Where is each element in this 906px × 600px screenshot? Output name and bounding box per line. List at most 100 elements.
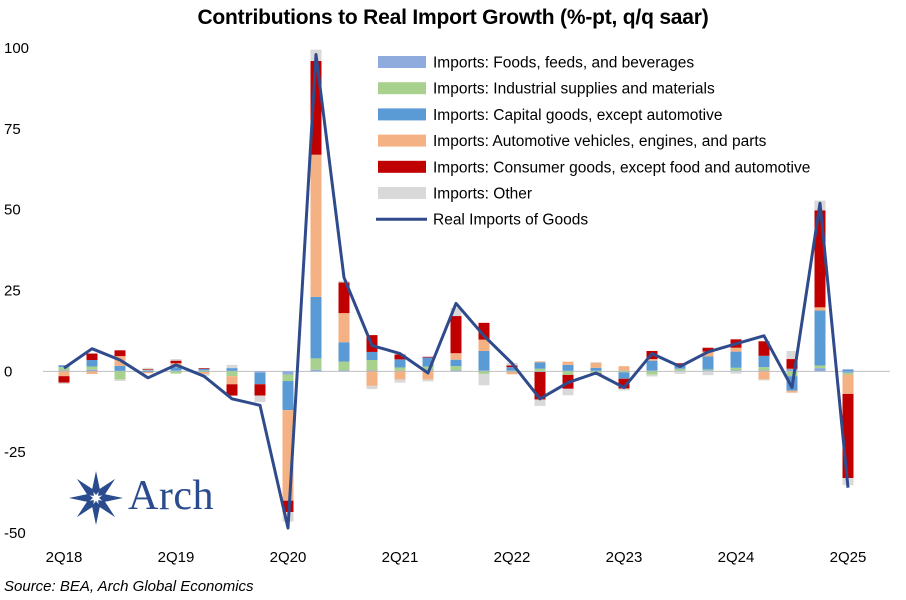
bar-segment	[506, 371, 518, 375]
y-tick-label: 0	[4, 363, 12, 380]
bar-segment	[338, 361, 350, 371]
chart-title: Contributions to Real Import Growth (%-p…	[197, 6, 709, 29]
bar-segment	[730, 371, 742, 374]
bar-segment	[562, 361, 574, 365]
bar-segment	[814, 307, 826, 311]
legend-label: Imports: Automotive vehicles, engines, a…	[433, 133, 767, 150]
bar-segment	[618, 372, 630, 379]
bar-segment	[842, 369, 854, 372]
bar-segment	[562, 388, 574, 396]
bar-segment	[58, 382, 70, 384]
bar-segment	[226, 368, 238, 371]
bar-segment	[702, 347, 714, 352]
bar-segment	[170, 359, 182, 361]
bar-segment	[786, 368, 798, 372]
bar-segment	[646, 370, 658, 372]
bar-segment	[478, 322, 490, 340]
x-tick-label: 2Q22	[494, 549, 531, 566]
bar-segment	[506, 365, 518, 368]
bar-segment	[534, 371, 546, 400]
bar-segment	[142, 367, 154, 370]
bar-segment	[674, 363, 686, 365]
bar-segment	[730, 347, 742, 352]
bar-segment	[394, 371, 406, 380]
bar-segment	[730, 367, 742, 371]
bar-segment	[422, 379, 434, 382]
bar-segment	[450, 370, 462, 372]
bar-segment	[730, 351, 742, 368]
bar-segment	[702, 351, 714, 357]
bar-segment	[338, 282, 350, 314]
y-tick-label: -50	[4, 525, 26, 542]
bar-segment	[254, 371, 266, 373]
bar-segment	[534, 362, 546, 369]
bar-segment	[226, 370, 238, 372]
legend: Imports: Foods, feeds, and beverages Impo…	[376, 55, 810, 229]
bar-segment	[422, 357, 434, 367]
bar-segment	[478, 370, 490, 372]
bar-segment	[590, 370, 602, 372]
source-note: Source: BEA, Arch Global Economics	[4, 578, 254, 595]
bar-segment	[758, 370, 770, 372]
bar-segment	[786, 350, 798, 360]
bar-segment	[170, 371, 182, 374]
bar-segment	[310, 154, 322, 297]
bar-segment	[478, 373, 490, 386]
arch-logo: Arch	[66, 468, 236, 528]
bar-segment	[254, 384, 266, 396]
legend-label: Imports: Consumer goods, except food and…	[433, 159, 810, 176]
bar-segment	[842, 372, 854, 375]
bar-segment	[534, 368, 546, 372]
bar-segment	[170, 360, 182, 364]
legend-label: Imports: Capital goods, except automotiv…	[433, 107, 722, 124]
bar-segment	[142, 371, 154, 372]
series-line	[63, 53, 850, 530]
bar-segment	[394, 379, 406, 383]
bar-segment	[366, 371, 378, 386]
bar-segment	[310, 60, 322, 155]
bar-segment	[226, 371, 238, 377]
legend-swatch	[378, 187, 426, 199]
bar-segment	[786, 359, 798, 369]
bar-segment	[506, 371, 518, 372]
legend-swatch	[378, 108, 426, 121]
bar-segment	[534, 361, 546, 363]
bar-segment	[394, 370, 406, 372]
bar-segment	[786, 371, 798, 377]
bar-segment	[114, 370, 126, 372]
bar-segment	[338, 342, 350, 362]
bar-segment	[534, 371, 546, 372]
legend-label: Real Imports of Goods	[433, 212, 588, 229]
bar-segment	[198, 371, 210, 372]
bar-segment	[618, 378, 630, 389]
x-tick-label: 2Q23	[606, 549, 643, 566]
bar-segment	[170, 367, 182, 371]
bar-segment	[478, 350, 490, 371]
bar-segment	[562, 364, 574, 371]
bar-segment	[674, 371, 686, 374]
bar-segment	[814, 210, 826, 308]
bar-segment	[282, 381, 294, 411]
bar-segment	[478, 371, 490, 374]
bar-segment	[58, 371, 70, 377]
bar-segment	[226, 376, 238, 385]
bar-segment	[646, 359, 658, 361]
bar-segment	[618, 371, 630, 373]
bar-segment	[142, 369, 154, 370]
bar-segment	[702, 370, 714, 372]
bar-segment	[282, 410, 294, 501]
bar-segment	[618, 370, 630, 372]
bar-segment	[758, 371, 770, 380]
bar-segment	[646, 371, 658, 375]
bar-segment	[674, 368, 686, 371]
legend-swatch	[378, 160, 426, 173]
bar-segment	[86, 371, 98, 374]
legend-swatch	[378, 82, 426, 95]
bar-segment	[842, 374, 854, 394]
bar-segment	[254, 395, 266, 403]
bar-segment	[702, 371, 714, 376]
bar-segment	[254, 372, 266, 385]
bar-segment	[674, 370, 686, 372]
real-imports-line	[63, 53, 850, 530]
